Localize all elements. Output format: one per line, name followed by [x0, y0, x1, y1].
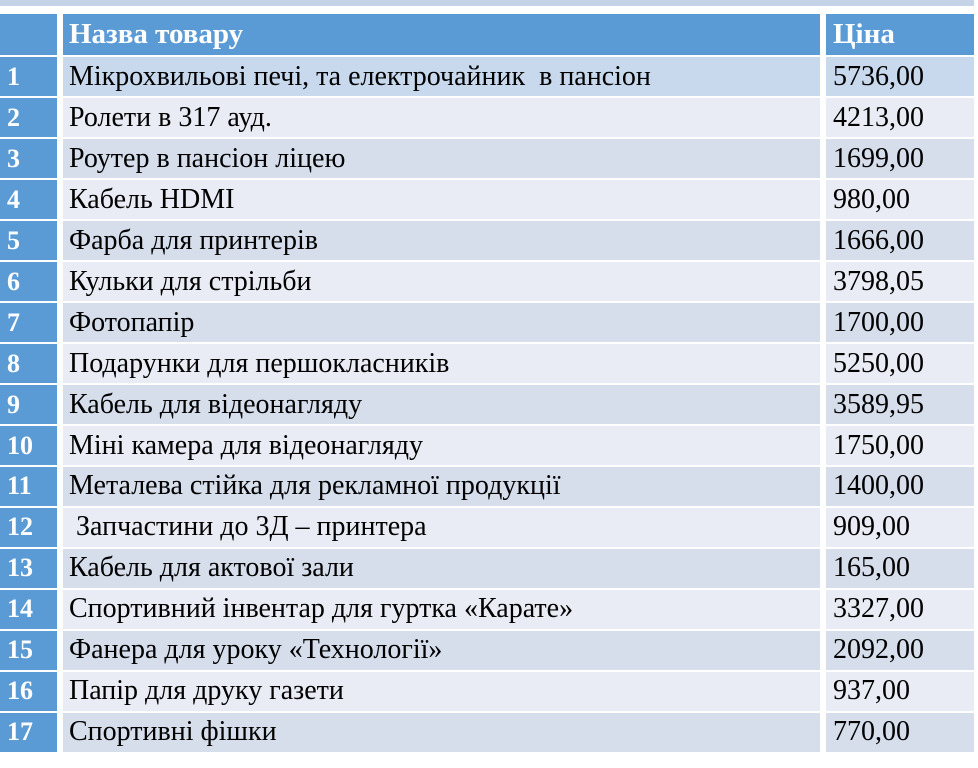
- price-cell: 909,00: [826, 508, 974, 547]
- product-name-cell: Кабель HDMI: [63, 180, 820, 219]
- row-index-cell: 11: [0, 467, 57, 506]
- row-index-cell: 14: [0, 590, 57, 629]
- row-index-cell: 2: [0, 98, 57, 137]
- row-index-cell: 10: [0, 426, 57, 465]
- product-name-cell: Папір для друку газети: [63, 672, 820, 711]
- price-cell: 1750,00: [826, 426, 974, 465]
- price-cell: 2092,00: [826, 631, 974, 670]
- col-header-name: Назва товару: [63, 14, 820, 55]
- product-name-cell: Мікрохвильові печі, та електрочайник в п…: [63, 57, 820, 96]
- product-name-cell: Спортивні фішки: [63, 713, 820, 752]
- price-cell: 5736,00: [826, 57, 974, 96]
- row-index-cell: 8: [0, 344, 57, 383]
- row-index-cell: 16: [0, 672, 57, 711]
- price-cell: 165,00: [826, 549, 974, 588]
- price-cell: 1700,00: [826, 303, 974, 342]
- price-cell: 1400,00: [826, 467, 974, 506]
- product-name-cell: Ролети в 317 ауд.: [63, 98, 820, 137]
- row-index-cell: 9: [0, 385, 57, 424]
- row-index-cell: 15: [0, 631, 57, 670]
- product-name-cell: Фотопапір: [63, 303, 820, 342]
- product-name-cell: Кабель для актової зали: [63, 549, 820, 588]
- col-header-index: [0, 14, 57, 55]
- price-cell: 5250,00: [826, 344, 974, 383]
- row-index-cell: 1: [0, 57, 57, 96]
- product-name-cell: Подарунки для першокласників: [63, 344, 820, 383]
- product-name-cell: Кульки для стрільби: [63, 262, 820, 301]
- price-cell: 980,00: [826, 180, 974, 219]
- price-cell: 3798,05: [826, 262, 974, 301]
- row-index-cell: 5: [0, 221, 57, 260]
- price-cell: 1666,00: [826, 221, 974, 260]
- product-name-cell: Запчастини до 3Д – принтера: [63, 508, 820, 547]
- top-edge-strip: [0, 0, 974, 6]
- row-index-cell: 12: [0, 508, 57, 547]
- row-index-cell: 13: [0, 549, 57, 588]
- products-price-table: Назва товару Ціна 1 Мікрохвильові печі, …: [0, 14, 974, 752]
- price-cell: 770,00: [826, 713, 974, 752]
- price-cell: 937,00: [826, 672, 974, 711]
- price-cell: 1699,00: [826, 139, 974, 178]
- row-index-cell: 7: [0, 303, 57, 342]
- product-name-cell: Металева стійка для рекламної продукції: [63, 467, 820, 506]
- price-cell: 3589,95: [826, 385, 974, 424]
- col-header-price: Ціна: [826, 14, 974, 55]
- product-name-cell: Роутер в пансіон ліцею: [63, 139, 820, 178]
- product-name-cell: Фанера для уроку «Технології»: [63, 631, 820, 670]
- product-name-cell: Кабель для відеонагляду: [63, 385, 820, 424]
- row-index-cell: 3: [0, 139, 57, 178]
- price-cell: 3327,00: [826, 590, 974, 629]
- price-cell: 4213,00: [826, 98, 974, 137]
- row-index-cell: 6: [0, 262, 57, 301]
- row-index-cell: 4: [0, 180, 57, 219]
- row-index-cell: 17: [0, 713, 57, 752]
- product-name-cell: Міні камера для відеонагляду: [63, 426, 820, 465]
- product-name-cell: Спортивний інвентар для гуртка «Карате»: [63, 590, 820, 629]
- product-name-cell: Фарба для принтерів: [63, 221, 820, 260]
